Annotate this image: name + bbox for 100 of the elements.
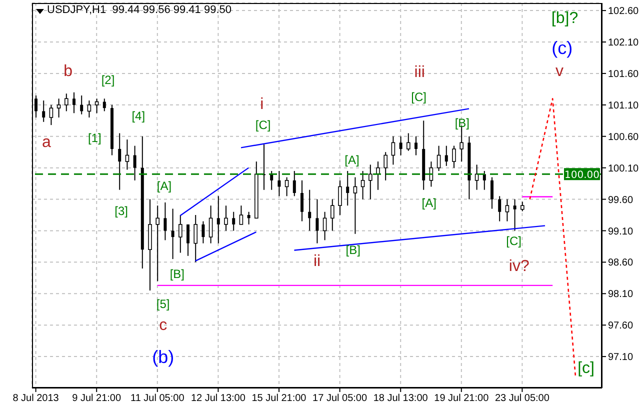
- candlestick: [247, 211, 250, 225]
- candlestick: [186, 224, 190, 256]
- y-tick-label: 97.10: [608, 352, 634, 364]
- candlestick: [87, 100, 92, 118]
- annotation: [B]: [454, 116, 470, 130]
- annotation: i: [260, 96, 264, 113]
- candlestick: [316, 198, 319, 244]
- y-tick-label: 98.60: [608, 258, 634, 269]
- candlestick: [353, 176, 358, 234]
- candlestick: [399, 136, 402, 156]
- candlestick: [520, 201, 524, 212]
- candlestick: [360, 170, 365, 200]
- x-tick-label: 17 Jul 05:00: [312, 393, 368, 404]
- x-tick-label: 23 Jul 05:00: [494, 393, 550, 404]
- y-tick-label: 98.10: [608, 289, 634, 300]
- x-tick-label: 9 Jul 21:00: [72, 393, 122, 404]
- candlestick: [284, 176, 289, 197]
- annotation: [4]: [132, 108, 146, 123]
- candlestick: [376, 161, 380, 190]
- candlestick: [224, 205, 228, 232]
- y-tick-label: 100.10: [608, 163, 640, 174]
- candlestick: [118, 132, 122, 190]
- annotation: [C]: [506, 234, 522, 248]
- candlestick: [498, 196, 502, 222]
- candlestick: [300, 180, 304, 222]
- x-tick-label: 19 Jul 21:00: [434, 393, 490, 404]
- candlestick: [444, 145, 448, 166]
- x-tick-label: 12 Jul 13:00: [190, 393, 246, 404]
- candlestick: [292, 170, 296, 197]
- annotation: [C]: [411, 90, 426, 104]
- candlestick: [164, 202, 167, 241]
- annotation: a: [42, 134, 51, 152]
- candlestick: [49, 104, 54, 126]
- y-tick-label: 101.10: [608, 100, 640, 112]
- annotation: [A]: [344, 153, 360, 168]
- annotation: [c]: [578, 360, 594, 378]
- candlestick: [490, 176, 494, 210]
- candlestick: [94, 98, 99, 114]
- candlestick: [216, 196, 220, 244]
- annotation: [1]: [88, 131, 102, 146]
- candlestick: [406, 132, 410, 152]
- annotation: [A]: [156, 179, 172, 194]
- annotation: c: [159, 317, 168, 334]
- annotation: [3]: [114, 204, 128, 218]
- candlestick: [133, 145, 136, 181]
- annotation: [b]?: [551, 10, 578, 27]
- candlestick: [322, 211, 327, 241]
- x-tick-label: 15 Jul 21:00: [252, 393, 307, 404]
- annotation: iv?: [508, 258, 530, 275]
- candlestick: [156, 205, 160, 282]
- candlestick: [64, 93, 68, 112]
- candlestick: [308, 189, 312, 232]
- candlestick: [208, 205, 213, 244]
- x-tick-label: 8 Jul 2013: [12, 393, 60, 404]
- annotation: [2]: [101, 73, 115, 88]
- candlestick: [513, 198, 516, 232]
- annotation: [5]: [156, 297, 170, 312]
- y-tick-label: 99.60: [608, 194, 634, 206]
- y-tick-label: 102.10: [608, 38, 640, 49]
- candlestick: [232, 211, 236, 232]
- candlestick: [414, 136, 418, 156]
- y-tick-label: 102.60: [608, 6, 640, 18]
- candlestick: [171, 208, 174, 260]
- chart-title: USDJPY,H1 99.44 99.56 99.41 99.50: [47, 4, 232, 16]
- ref-line-label: 100.00: [564, 170, 600, 182]
- candlestick: [384, 152, 388, 181]
- candlestick: [42, 100, 46, 122]
- candlestick: [202, 220, 205, 244]
- annotation: (c): [552, 38, 573, 58]
- candlestick: [474, 164, 479, 190]
- candlestick: [391, 136, 396, 166]
- candlestick: [80, 94, 84, 115]
- y-tick-label: 97.60: [608, 320, 634, 332]
- y-tick-label: 101.60: [608, 69, 640, 80]
- y-tick-label: 99.10: [608, 226, 634, 238]
- candlestick: [194, 214, 198, 263]
- candlestick: [368, 164, 372, 200]
- candlestick: [239, 205, 244, 225]
- annotation: [A]: [422, 196, 436, 210]
- x-tick-label: 11 Jul 05:00: [130, 393, 185, 404]
- candlestick: [452, 145, 456, 168]
- candlestick: [338, 180, 342, 216]
- x-tick-label: 18 Jul 13:00: [373, 393, 428, 404]
- annotation: v: [555, 63, 564, 80]
- candlestick: [436, 145, 441, 172]
- annotation: (b): [152, 346, 174, 367]
- candlestick: [330, 198, 334, 232]
- annotation: [C]: [255, 118, 271, 132]
- y-tick-label: 100.60: [608, 132, 640, 143]
- annotation: b: [64, 63, 73, 80]
- candlestick: [34, 94, 38, 118]
- annotation: [B]: [346, 242, 360, 257]
- annotation: iii: [414, 64, 425, 82]
- candlestick: [505, 198, 510, 222]
- annotation: ii: [313, 252, 321, 270]
- annotation: [B]: [170, 266, 184, 280]
- candlestick: [102, 98, 106, 112]
- candlestick: [178, 214, 182, 254]
- candlestick: [482, 170, 486, 190]
- candlestick: [125, 139, 130, 170]
